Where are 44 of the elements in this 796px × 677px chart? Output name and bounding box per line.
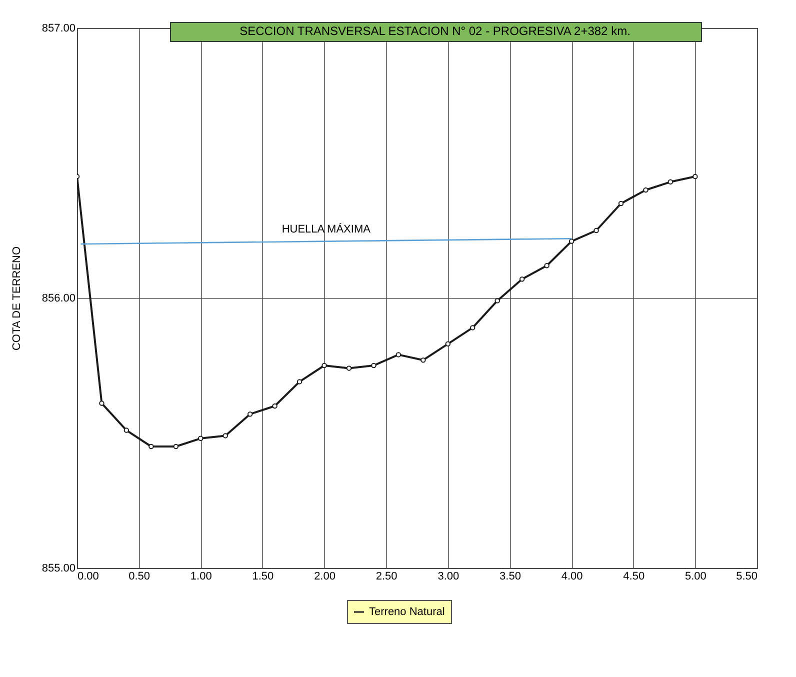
point [99, 400, 104, 406]
point [371, 362, 376, 368]
x-tick-label: 4.50 [623, 570, 645, 582]
x-tick-label: 5.00 [684, 570, 706, 582]
x-tick-label: 4.00 [561, 570, 583, 582]
chart-title: SECCION TRANSVERSAL ESTACION N° 02 - PROGRESIVA 2+382 km. [238, 24, 632, 38]
point [198, 436, 204, 442]
y-axis-title: COTA DE TERRENO [10, 246, 23, 351]
y-tick-label: 857.00 [42, 22, 76, 34]
point [420, 357, 426, 363]
y-tick-label: 855.00 [42, 562, 76, 574]
point [544, 262, 550, 268]
point [173, 444, 179, 450]
point [643, 187, 648, 193]
point [322, 362, 327, 368]
x-tick-label: 5.50 [736, 570, 758, 582]
point [272, 403, 278, 409]
x-tick-label: 3.50 [500, 570, 521, 582]
point [618, 200, 624, 206]
point [594, 228, 599, 234]
x-tick-label: 0.00 [78, 570, 99, 582]
point [445, 341, 451, 347]
legend-label: Terreno Natural [369, 606, 445, 618]
x-tick-label: 0.50 [128, 570, 150, 582]
point [519, 276, 525, 282]
point [470, 325, 476, 330]
series-label: HUELLA MÁXIMA [282, 222, 372, 236]
y-tick-label: 856.00 [42, 292, 76, 304]
x-tick-label: 1.00 [190, 570, 212, 582]
point [568, 238, 574, 244]
point [494, 298, 500, 304]
x-tick-label: 2.50 [376, 570, 398, 582]
x-tick-label: 3.00 [438, 570, 460, 582]
x-tick-label: 1.50 [252, 570, 274, 582]
point [668, 179, 674, 185]
point [692, 174, 698, 180]
point [124, 428, 130, 433]
point [346, 366, 352, 371]
point [396, 352, 402, 358]
point [222, 433, 228, 438]
point [148, 444, 154, 450]
point [247, 411, 253, 417]
x-tick-label: 2.00 [314, 570, 336, 582]
point [296, 379, 302, 384]
